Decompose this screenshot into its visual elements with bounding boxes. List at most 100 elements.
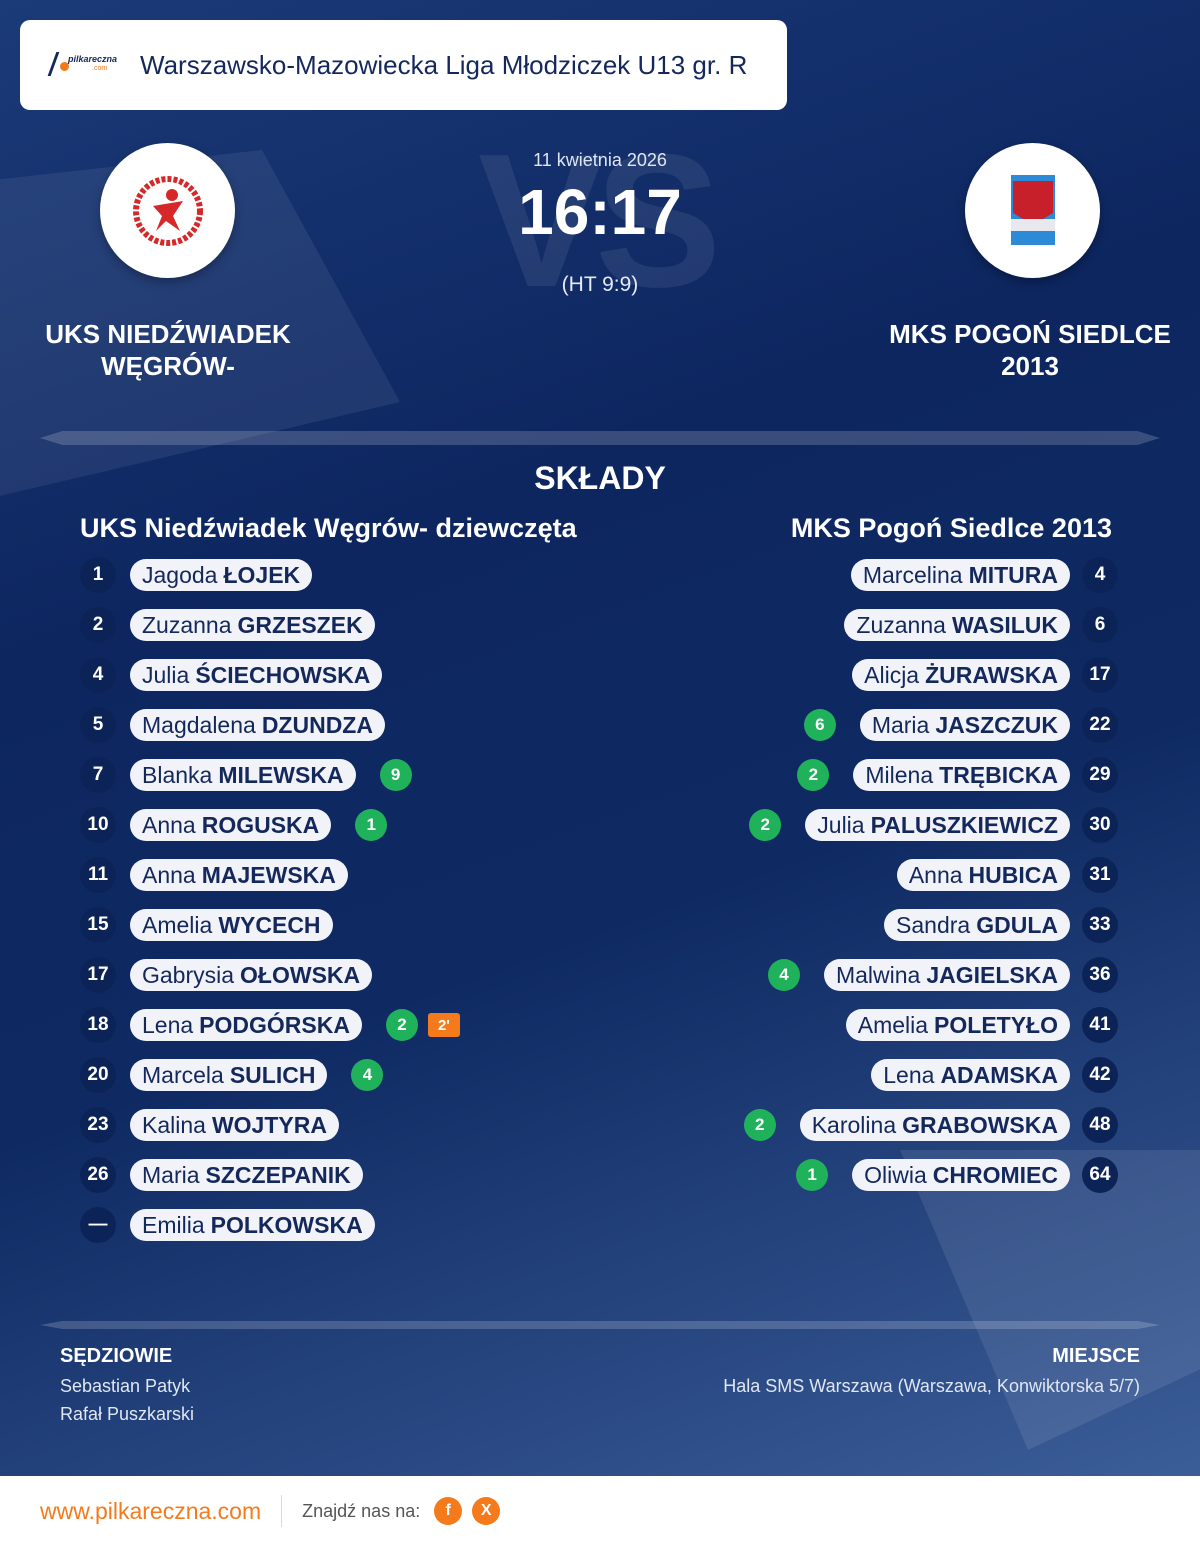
player-row: 2 Julia PALUSZKIEWICZ 30 (749, 807, 1118, 843)
player-first-name: Zuzanna (856, 611, 946, 638)
shirt-number: 11 (80, 857, 116, 893)
player-last-name: MILEWSKA (218, 761, 344, 788)
player-first-name: Jagoda (142, 561, 218, 588)
player-first-name: Anna (142, 861, 196, 888)
player-row: Anna HUBICA 31 (896, 857, 1118, 893)
player-row: 10 Anna ROGUSKA 1 (80, 807, 388, 843)
player-first-name: Julia (817, 811, 865, 838)
player-last-name: WOJTYRA (211, 1111, 327, 1138)
player-last-name: MITURA (968, 561, 1058, 588)
lineups-title: SKŁADY (534, 460, 666, 496)
player-last-name: TRĘBICKA (939, 761, 1058, 788)
goals-badge: 4 (351, 1059, 384, 1091)
player-name[interactable]: Lena ADAMSKA (871, 1059, 1070, 1091)
goals-badge: 9 (379, 759, 412, 791)
pilkareczna-logo[interactable]: pilkareczna .com (47, 50, 120, 80)
away-team-crest (965, 143, 1100, 278)
shirt-number: 31 (1082, 857, 1118, 893)
shirt-number: 7 (80, 757, 116, 793)
player-name[interactable]: Oliwia CHROMIEC (852, 1159, 1070, 1191)
player-first-name: Magdalena (142, 711, 256, 738)
player-row: 4 Julia ŚCIECHOWSKA (80, 657, 383, 693)
player-name[interactable]: Lena PODGÓRSKA (130, 1009, 362, 1041)
decor-shape (900, 1150, 1200, 1450)
player-name[interactable]: Milena TRĘBICKA (853, 759, 1070, 791)
player-row: 4 Malwina JAGIELSKA 36 (767, 957, 1118, 993)
player-row: — Emilia POLKOWSKA (80, 1207, 375, 1243)
player-last-name: WYCECH (218, 911, 321, 938)
player-name[interactable]: Amelia POLETYŁO (845, 1009, 1070, 1041)
player-last-name: JAGIELSKA (926, 961, 1058, 988)
goals-badge: 2 (385, 1009, 418, 1041)
player-name[interactable]: Maria SZCZEPANIK (130, 1159, 363, 1191)
divider (40, 1321, 1160, 1329)
find-us-label: Znajdź nas na: (302, 1500, 421, 1521)
match-date: 11 kwietnia 2026 (533, 150, 667, 170)
divider (40, 431, 1160, 445)
player-name[interactable]: Emilia POLKOWSKA (130, 1209, 375, 1241)
shirt-number: 30 (1082, 807, 1118, 843)
player-name[interactable]: Julia PALUSZKIEWICZ (805, 809, 1070, 841)
player-first-name: Lena (883, 1061, 935, 1088)
player-first-name: Malwina (835, 961, 921, 988)
player-row: 11 Anna MAJEWSKA (80, 857, 348, 893)
match-card: pilkareczna .com Warszawsko-Mazowiecka Li… (0, 0, 1200, 1476)
divider (281, 1495, 283, 1527)
shirt-number: 64 (1082, 1157, 1118, 1193)
player-name[interactable]: Anna ROGUSKA (130, 809, 332, 841)
player-name[interactable]: Sandra GDULA (884, 909, 1070, 941)
suspension-badge: 2' (427, 1013, 460, 1037)
player-name[interactable]: Zuzanna WASILUK (844, 609, 1070, 641)
halftime-score: (HT 9:9) (561, 273, 639, 296)
player-name[interactable]: Magdalena DZUNDZA (130, 709, 385, 741)
player-name[interactable]: Malwina JAGIELSKA (823, 959, 1070, 991)
player-name[interactable]: Marcelina MITURA (850, 559, 1070, 591)
player-name[interactable]: Maria JASZCZUK (859, 709, 1070, 741)
player-last-name: GRZESZEK (237, 611, 363, 638)
player-name[interactable]: Blanka MILEWSKA (130, 759, 356, 791)
league-title: Warszawsko-Mazowiecka Liga Młodziczek U1… (140, 49, 748, 80)
player-name[interactable]: Marcela SULICH (130, 1059, 328, 1091)
player-name[interactable]: Amelia WYCECH (130, 909, 333, 941)
player-last-name: PODGÓRSKA (199, 1011, 350, 1038)
player-first-name: Oliwia (864, 1161, 927, 1188)
x-icon[interactable]: X (472, 1497, 501, 1525)
goals-badge: 4 (767, 959, 800, 991)
shirt-number: — (80, 1207, 116, 1243)
player-row: 2 Milena TRĘBICKA 29 (797, 757, 1118, 793)
player-first-name: Maria (871, 711, 930, 738)
player-last-name: ŚCIECHOWSKA (195, 661, 371, 688)
player-name[interactable]: Zuzanna GRZESZEK (130, 609, 375, 641)
player-row: Lena ADAMSKA 42 (871, 1057, 1118, 1093)
facebook-icon[interactable]: f (434, 1497, 463, 1525)
player-last-name: GDULA (976, 911, 1058, 938)
player-first-name: Sandra (896, 911, 971, 938)
goals-badge: 1 (355, 809, 388, 841)
player-last-name: HUBICA (968, 861, 1058, 888)
player-last-name: SZCZEPANIK (205, 1161, 351, 1188)
player-name[interactable]: Julia ŚCIECHOWSKA (130, 659, 383, 691)
player-first-name: Zuzanna (142, 611, 232, 638)
player-last-name: ŻURAWSKA (925, 661, 1058, 688)
site-link[interactable]: www.pilkareczna.com (40, 1497, 262, 1524)
goals-badge: 2 (797, 759, 830, 791)
player-name[interactable]: Kalina WOJTYRA (130, 1109, 339, 1141)
player-last-name: WASILUK (951, 611, 1058, 638)
shirt-number: 5 (80, 707, 116, 743)
player-name[interactable]: Anna HUBICA (896, 859, 1070, 891)
shirt-number: 10 (80, 807, 116, 843)
player-name[interactable]: Jagoda ŁOJEK (130, 559, 313, 591)
player-last-name: JASZCZUK (935, 711, 1058, 738)
shirt-number: 4 (80, 657, 116, 693)
player-first-name: Karolina (811, 1111, 897, 1138)
player-name[interactable]: Gabrysia OŁOWSKA (130, 959, 373, 991)
player-name[interactable]: Karolina GRABOWSKA (799, 1109, 1070, 1141)
player-first-name: Amelia (857, 1011, 929, 1038)
player-last-name: ŁOJEK (223, 561, 301, 588)
player-last-name: ADAMSKA (940, 1061, 1058, 1088)
player-name[interactable]: Alicja ŻURAWSKA (852, 659, 1070, 691)
player-row: 17 Gabrysia OŁOWSKA (80, 957, 373, 993)
venue-text: Hala SMS Warszawa (Warszawa, Konwiktorsk… (723, 1376, 1140, 1396)
player-row: 15 Amelia WYCECH (80, 907, 333, 943)
player-name[interactable]: Anna MAJEWSKA (130, 859, 348, 891)
